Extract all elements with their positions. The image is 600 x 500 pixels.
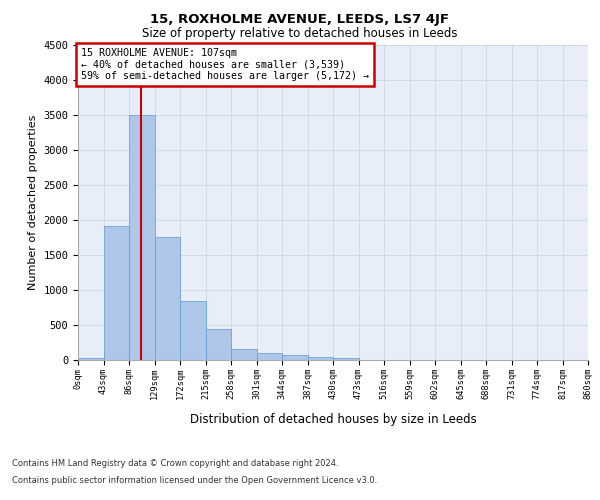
Bar bbox=[155, 237, 180, 360]
Text: 15 ROXHOLME AVENUE: 107sqm
← 40% of detached houses are smaller (3,539)
59% of s: 15 ROXHOLME AVENUE: 107sqm ← 40% of deta… bbox=[80, 48, 368, 82]
Text: 15, ROXHOLME AVENUE, LEEDS, LS7 4JF: 15, ROXHOLME AVENUE, LEEDS, LS7 4JF bbox=[151, 12, 449, 26]
Text: Contains public sector information licensed under the Open Government Licence v3: Contains public sector information licen… bbox=[12, 476, 377, 485]
Bar bbox=[78, 358, 104, 360]
Bar bbox=[257, 354, 282, 360]
Y-axis label: Number of detached properties: Number of detached properties bbox=[28, 115, 38, 290]
Bar bbox=[180, 301, 205, 360]
Bar bbox=[333, 358, 359, 360]
Bar bbox=[282, 356, 308, 360]
Text: Distribution of detached houses by size in Leeds: Distribution of detached houses by size … bbox=[190, 412, 476, 426]
Text: Size of property relative to detached houses in Leeds: Size of property relative to detached ho… bbox=[142, 28, 458, 40]
Text: Contains HM Land Registry data © Crown copyright and database right 2024.: Contains HM Land Registry data © Crown c… bbox=[12, 458, 338, 468]
Bar bbox=[129, 115, 155, 360]
Bar bbox=[104, 226, 129, 360]
Bar bbox=[308, 357, 333, 360]
Bar bbox=[205, 329, 231, 360]
Bar bbox=[231, 349, 257, 360]
